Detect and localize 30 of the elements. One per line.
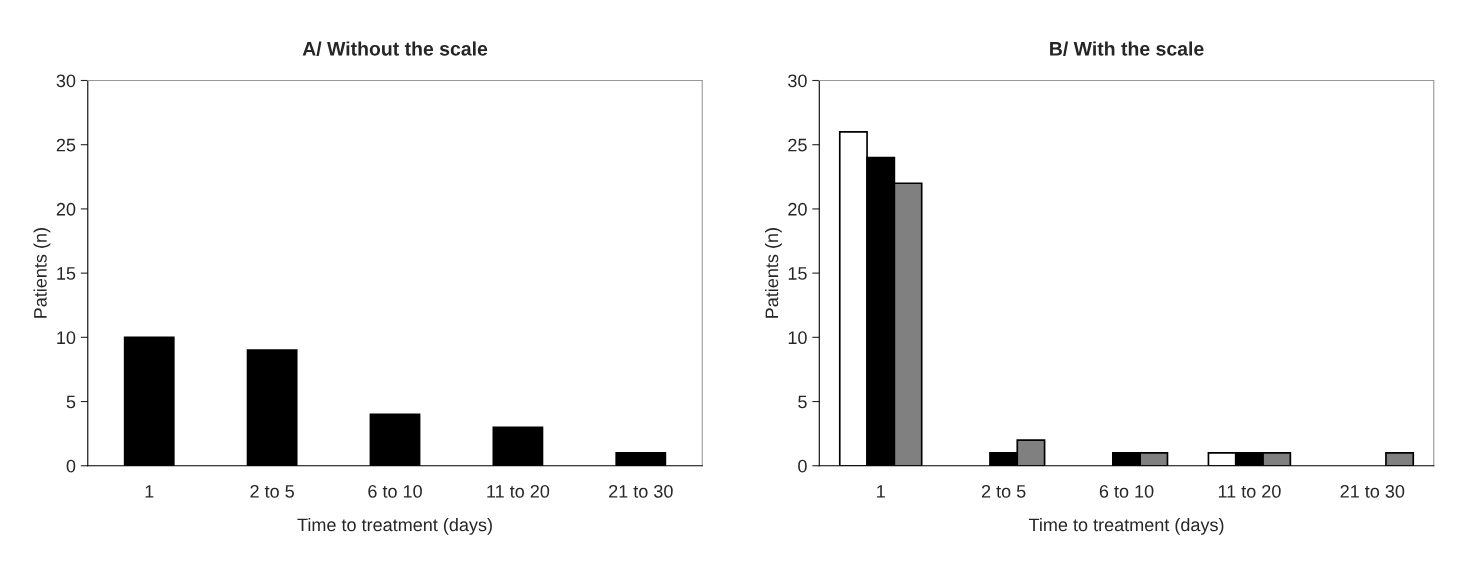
chart-title: A/ Without the scale — [302, 41, 488, 56]
x-tick-label: 6 to 10 — [368, 484, 422, 498]
x-tick-label: 1 — [145, 485, 154, 498]
y-tick-label: 20 — [788, 202, 807, 216]
x-tick-label: 6 to 10 — [1099, 484, 1154, 498]
y-tick-label: 0 — [798, 459, 807, 473]
y-tick-label: 30 — [56, 74, 76, 88]
y-tick-label: 0 — [66, 459, 76, 473]
y-tick-label: 15 — [788, 267, 807, 280]
y-tick-label: 10 — [788, 331, 807, 345]
y-tick-label: 30 — [788, 74, 807, 88]
y-axis-title: Patients (n) — [765, 228, 782, 318]
x-tick-label: 1 — [877, 485, 885, 498]
x-tick-label: 11 to 20 — [487, 484, 550, 498]
x-tick-label: 11 to 20 — [1218, 484, 1281, 498]
chart-title: B/ With the scale — [1050, 41, 1204, 56]
y-tick-label: 10 — [57, 331, 76, 345]
x-axis-title: Time to treatment (days) — [1028, 518, 1224, 535]
x-tick-label: 2 to 5 — [981, 484, 1026, 498]
y-tick-label: 20 — [56, 202, 76, 216]
x-axis-title: Time to treatment (days) — [297, 518, 492, 535]
y-tick-label: 5 — [66, 395, 76, 409]
x-tick-label: 21 to 30 — [609, 484, 673, 498]
x-tick-label: 2 to 5 — [250, 484, 294, 498]
y-axis-title: Patients (n) — [33, 228, 51, 318]
x-tick-label: 21 to 30 — [1340, 484, 1405, 498]
y-tick-label: 25 — [56, 138, 76, 152]
y-tick-label: 15 — [57, 267, 76, 280]
y-tick-label: 5 — [798, 395, 807, 409]
y-tick-label: 25 — [788, 138, 807, 152]
